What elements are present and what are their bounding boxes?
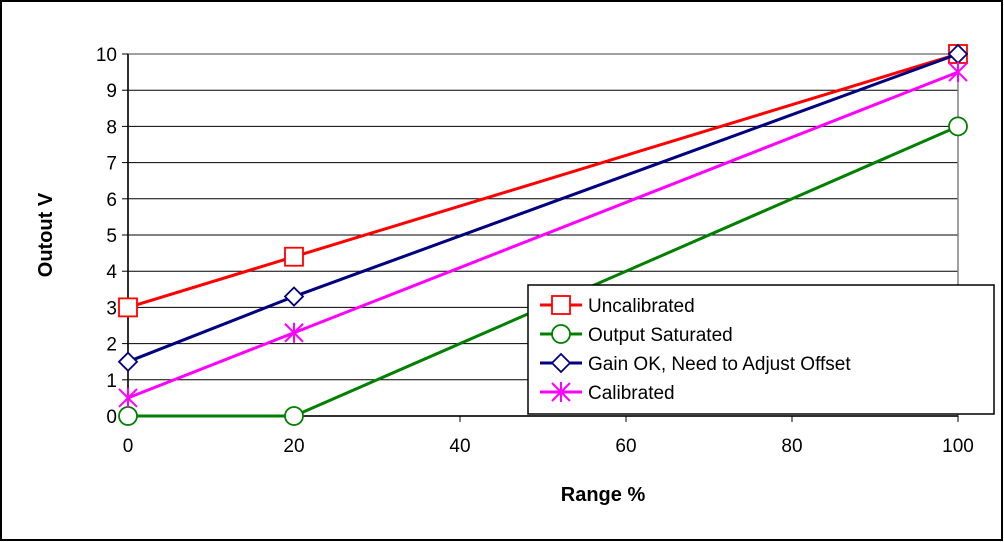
y-tick-label: 7: [106, 154, 117, 175]
y-axis-title: Outout V: [35, 192, 57, 277]
legend-marker: [550, 352, 572, 374]
series-3: [118, 62, 968, 408]
legend-entry: Output Saturated: [540, 324, 733, 346]
x-tick-label: 100: [942, 436, 974, 457]
legend-label: Uncalibrated: [588, 296, 695, 317]
series-1: [118, 116, 968, 426]
y-tick-label: 1: [106, 371, 117, 392]
y-tick-label: 0: [106, 407, 117, 428]
legend-label: Output Saturated: [588, 325, 733, 346]
legend-label: Calibrated: [588, 383, 675, 404]
y-tick-label: 10: [96, 45, 117, 66]
data-point: [284, 246, 304, 267]
legend-marker: [551, 324, 571, 344]
legend-marker: [551, 382, 571, 402]
x-tick-label: 40: [449, 436, 470, 457]
y-tick-label: 4: [106, 262, 117, 283]
legend-entry: Calibrated: [540, 382, 675, 404]
y-tick-label: 3: [106, 298, 117, 319]
x-tick-label: 60: [615, 436, 636, 457]
legend: Uncalibrated Output Saturated Gain OK, Nee…: [527, 284, 995, 415]
data-point: [284, 406, 304, 426]
data-point: [284, 322, 304, 343]
legend-entry: Uncalibrated: [540, 295, 695, 317]
x-tick-label: 80: [781, 436, 802, 457]
data-point: [118, 297, 138, 318]
data-point: [118, 387, 138, 408]
legend-marker: [551, 295, 571, 315]
y-tick-label: 6: [106, 190, 117, 211]
y-tick-label: 5: [106, 226, 117, 247]
y-tick-label: 2: [106, 335, 117, 356]
x-axis-title: Range %: [561, 484, 646, 506]
legend-box: [527, 284, 995, 415]
data-point: [117, 351, 139, 372]
data-point: [283, 286, 305, 307]
data-point: [118, 406, 138, 426]
data-point: [948, 116, 968, 137]
legend-entry: Gain OK, Need to Adjust Offset: [540, 352, 851, 375]
series: [117, 43, 969, 426]
x-tick-label: 0: [123, 436, 134, 457]
legend-label: Gain OK, Need to Adjust Offset: [588, 354, 851, 375]
series-2: [117, 43, 969, 372]
y-tick-label: 8: [106, 117, 117, 138]
data-point: [948, 62, 968, 83]
x-tick-label: 20: [283, 436, 304, 457]
y-tick-label: 9: [106, 81, 117, 102]
